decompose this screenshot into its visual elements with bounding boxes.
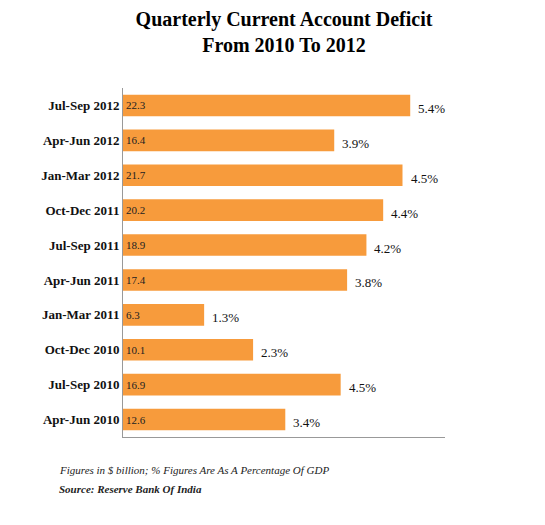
svg-text:16.4: 16.4: [126, 134, 146, 146]
svg-text:Figures in $ billion; % Figure: Figures in $ billion; % Figures Are As A…: [59, 464, 329, 476]
svg-text:16.9: 16.9: [126, 379, 146, 391]
svg-text:Oct-Dec 2011: Oct-Dec 2011: [45, 203, 119, 218]
svg-text:3.9%: 3.9%: [342, 136, 369, 151]
svg-text:5.4%: 5.4%: [418, 101, 445, 116]
svg-text:1.3%: 1.3%: [212, 310, 239, 325]
svg-text:3.8%: 3.8%: [355, 275, 382, 290]
svg-text:6.3: 6.3: [126, 309, 140, 321]
svg-text:20.2: 20.2: [126, 204, 145, 216]
svg-text:Oct-Dec 2010: Oct-Dec 2010: [45, 342, 120, 357]
svg-text:Jul-Sep 2010: Jul-Sep 2010: [48, 377, 119, 392]
svg-text:12.6: 12.6: [126, 414, 146, 426]
svg-text:4.4%: 4.4%: [391, 206, 418, 221]
svg-text:Jul-Sep 2012: Jul-Sep 2012: [48, 98, 119, 113]
svg-text:2.3%: 2.3%: [261, 345, 288, 360]
svg-text:Source: Reserve Bank Of India: Source: Reserve Bank Of India: [59, 483, 202, 495]
svg-text:4.2%: 4.2%: [374, 241, 401, 256]
svg-text:21.7: 21.7: [126, 169, 146, 181]
svg-text:Jan-Mar 2011: Jan-Mar 2011: [42, 307, 119, 322]
svg-text:22.3: 22.3: [126, 99, 146, 111]
svg-text:3.4%: 3.4%: [293, 415, 320, 430]
svg-text:10.1: 10.1: [126, 344, 145, 356]
svg-text:Apr-Jun 2012: Apr-Jun 2012: [43, 133, 119, 148]
svg-text:Quarterly Current Account Defi: Quarterly Current Account DeficitFrom 20…: [136, 8, 433, 56]
svg-text:Apr-Jun 2010: Apr-Jun 2010: [43, 412, 119, 427]
svg-text:18.9: 18.9: [126, 239, 146, 251]
svg-text:Jul-Sep 2011: Jul-Sep 2011: [49, 238, 119, 253]
svg-text:Jan-Mar 2012: Jan-Mar 2012: [41, 168, 119, 183]
svg-text:4.5%: 4.5%: [349, 380, 376, 395]
svg-text:4.5%: 4.5%: [411, 171, 438, 186]
svg-text:Apr-Jun 2011: Apr-Jun 2011: [44, 273, 120, 288]
svg-text:17.4: 17.4: [126, 274, 146, 286]
